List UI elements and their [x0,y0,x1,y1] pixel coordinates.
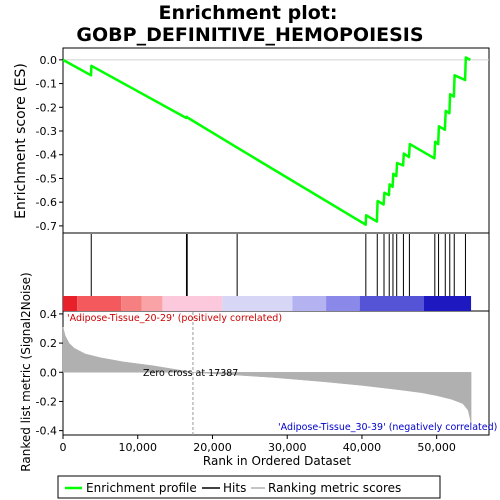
enrichment-profile-path [62,56,471,226]
chart-title-line1: Enrichment plot: [159,2,338,24]
es-tick-label: -0.6 [36,196,57,209]
rank-tick-label: 0.4 [40,308,58,321]
es-tick-label: -0.7 [36,220,57,233]
rank-axis-label: Ranked list metric (Signal2Noise) [19,272,33,471]
color-bar-segment [121,296,142,311]
es-tick-label: -0.5 [36,172,57,185]
positive-correlation-label: 'Adipose-Tissue_20-29' (positively corre… [67,313,282,324]
x-tick-label: 0 [60,441,67,454]
color-bar-segment [423,296,472,311]
es-axis-ticks: 0.0 -0.1 -0.2 -0.3 -0.4 -0.5 -0.6 -0.7 [36,54,63,233]
rank-tick-label: -0.4 [36,425,57,438]
es-tick-label: -0.1 [36,78,57,91]
es-tick-label: -0.4 [36,149,57,162]
rank-tick-label: 0.2 [40,337,58,350]
hit-markers [90,234,466,296]
color-bar-segment [222,296,293,311]
es-panel-frame [62,47,490,234]
rank-axis-ticks: 0.4 0.2 0.0 -0.2 -0.4 [36,308,63,438]
x-tick-label: 30,000 [268,441,307,454]
es-tick-label: -0.2 [36,101,57,114]
legend-hits-label: Hits [223,481,246,495]
rank-tick-label: 0.0 [40,366,58,379]
x-tick-label: 50,000 [417,441,456,454]
x-tick-label: 10,000 [118,441,157,454]
x-axis-label: Rank in Ordered Dataset [203,454,351,468]
zero-cross-label: Zero cross at 17387 [143,368,238,379]
x-tick-label: 40,000 [343,441,382,454]
es-axis-label: Enrichment score (ES) [13,63,29,219]
ranking-color-bar [63,296,472,311]
color-bar-segment [162,296,223,311]
x-axis-ticks: 0 10,000 20,000 30,000 40,000 50,000 [60,435,456,454]
enrichment-profile-line [62,56,471,226]
color-bar-segment [326,296,360,311]
color-bar-segment [63,296,78,311]
color-bar-segment [77,296,122,311]
es-tick-label: 0.0 [40,54,58,67]
color-bar-segment [359,296,424,311]
legend-enrichment-label: Enrichment profile [86,481,197,495]
ranking-metric-area [62,312,472,435]
ranking-metric-fill [62,326,472,425]
x-tick-label: 20,000 [193,441,232,454]
legend-metric-label: Ranking metric scores [268,481,401,495]
negative-correlation-label: 'Adipose-Tissue_30-39' (negatively corre… [278,422,497,433]
es-tick-label: -0.3 [36,125,57,138]
chart-title-line2: GOBP_DEFINITIVE_HEMOPOIESIS [76,24,423,46]
rank-tick-label: -0.2 [36,395,57,408]
legend-box [57,475,441,499]
color-bar-segment [292,296,327,311]
color-bar-segment [141,296,163,311]
